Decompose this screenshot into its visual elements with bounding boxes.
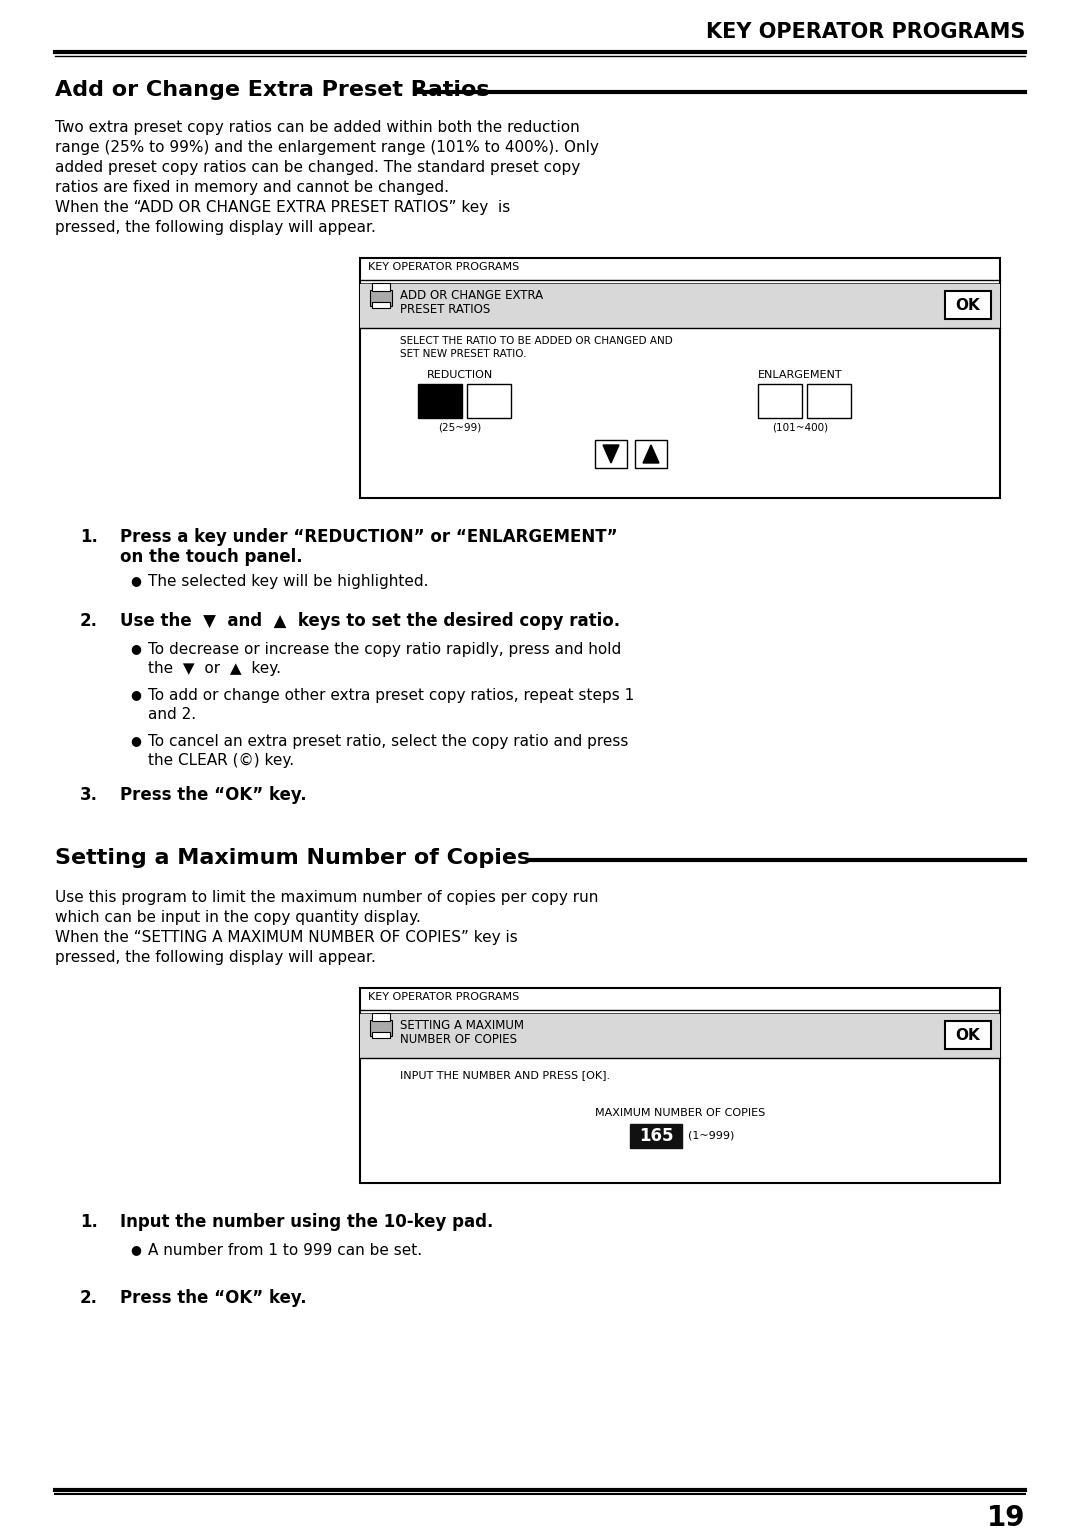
Text: ratios are fixed in memory and cannot be changed.: ratios are fixed in memory and cannot be…: [55, 180, 449, 196]
Text: (25~99): (25~99): [438, 422, 482, 432]
Text: ADD OR CHANGE EXTRA: ADD OR CHANGE EXTRA: [400, 289, 543, 303]
Text: To cancel an extra preset ratio, select the copy ratio and press: To cancel an extra preset ratio, select …: [148, 733, 629, 749]
Text: When the “SETTING A MAXIMUM NUMBER OF COPIES” key is: When the “SETTING A MAXIMUM NUMBER OF CO…: [55, 931, 517, 944]
Text: range (25% to 99%) and the enlargement range (101% to 400%). Only: range (25% to 99%) and the enlargement r…: [55, 141, 599, 154]
Text: 3.: 3.: [80, 785, 98, 804]
Text: INPUT THE NUMBER AND PRESS [OK].: INPUT THE NUMBER AND PRESS [OK].: [400, 1070, 610, 1080]
Bar: [372, 1013, 390, 1021]
Text: ENLARGEMENT: ENLARGEMENT: [758, 370, 842, 380]
Text: ●: ●: [130, 1242, 140, 1256]
Bar: [467, 384, 511, 419]
Text: (101~400): (101~400): [772, 422, 828, 432]
Text: SET NEW PRESET RATIO.: SET NEW PRESET RATIO.: [400, 348, 527, 359]
Bar: [595, 440, 627, 468]
Text: pressed, the following display will appear.: pressed, the following display will appe…: [55, 950, 376, 966]
Bar: [945, 1021, 991, 1050]
Text: Press the “OK” key.: Press the “OK” key.: [120, 785, 307, 804]
Text: which can be input in the copy quantity display.: which can be input in the copy quantity …: [55, 911, 421, 924]
Bar: [630, 1125, 681, 1148]
Text: 1.: 1.: [80, 1213, 98, 1232]
Text: ●: ●: [130, 733, 140, 747]
Text: pressed, the following display will appear.: pressed, the following display will appe…: [55, 220, 376, 235]
Text: 2.: 2.: [80, 1290, 98, 1306]
Text: NUMBER OF COPIES: NUMBER OF COPIES: [400, 1033, 517, 1047]
Text: Press a key under “REDUCTION” or “ENLARGEMENT”: Press a key under “REDUCTION” or “ENLARG…: [120, 529, 618, 545]
Bar: [370, 1021, 392, 1036]
Text: 2.: 2.: [80, 613, 98, 630]
Text: A number from 1 to 999 can be set.: A number from 1 to 999 can be set.: [148, 1242, 422, 1258]
Text: the  ▼  or  ▲  key.: the ▼ or ▲ key.: [148, 662, 281, 675]
Text: PRESET RATIOS: PRESET RATIOS: [400, 303, 490, 316]
Text: MAXIMUM NUMBER OF COPIES: MAXIMUM NUMBER OF COPIES: [595, 1108, 765, 1118]
Bar: [360, 1015, 1000, 1057]
Text: SETTING A MAXIMUM: SETTING A MAXIMUM: [400, 1019, 524, 1031]
Text: and 2.: and 2.: [148, 707, 197, 723]
Text: ●: ●: [130, 688, 140, 701]
Bar: [372, 283, 390, 290]
Text: Add or Change Extra Preset Ratios: Add or Change Extra Preset Ratios: [55, 79, 489, 99]
Text: SELECT THE RATIO TO BE ADDED OR CHANGED AND: SELECT THE RATIO TO BE ADDED OR CHANGED …: [400, 336, 673, 345]
Text: To add or change other extra preset copy ratios, repeat steps 1: To add or change other extra preset copy…: [148, 688, 634, 703]
Polygon shape: [603, 445, 619, 463]
Text: on the touch panel.: on the touch panel.: [120, 549, 302, 565]
Text: The selected key will be highlighted.: The selected key will be highlighted.: [148, 575, 429, 588]
Bar: [945, 290, 991, 319]
Text: Press the “OK” key.: Press the “OK” key.: [120, 1290, 307, 1306]
Text: KEY OPERATOR PROGRAMS: KEY OPERATOR PROGRAMS: [368, 261, 519, 272]
Text: the CLEAR (©) key.: the CLEAR (©) key.: [148, 753, 294, 769]
Text: added preset copy ratios can be changed. The standard preset copy: added preset copy ratios can be changed.…: [55, 160, 580, 176]
Text: 1.: 1.: [80, 529, 98, 545]
Bar: [758, 384, 802, 419]
Text: 165: 165: [638, 1128, 673, 1144]
Bar: [635, 440, 667, 468]
Bar: [372, 1031, 390, 1038]
Bar: [370, 290, 392, 306]
Text: Setting a Maximum Number of Copies: Setting a Maximum Number of Copies: [55, 848, 530, 868]
Bar: [360, 989, 1000, 1183]
Text: ●: ●: [130, 575, 140, 587]
Text: When the “ADD OR CHANGE EXTRA PRESET RATIOS” key  is: When the “ADD OR CHANGE EXTRA PRESET RAT…: [55, 200, 510, 215]
Text: ●: ●: [130, 642, 140, 656]
Bar: [418, 384, 462, 419]
Text: Use the  ▼  and  ▲  keys to set the desired copy ratio.: Use the ▼ and ▲ keys to set the desired …: [120, 613, 620, 630]
Text: KEY OPERATOR PROGRAMS: KEY OPERATOR PROGRAMS: [368, 992, 519, 1002]
Text: To decrease or increase the copy ratio rapidly, press and hold: To decrease or increase the copy ratio r…: [148, 642, 621, 657]
Text: Two extra preset copy ratios can be added within both the reduction: Two extra preset copy ratios can be adde…: [55, 121, 580, 134]
Bar: [807, 384, 851, 419]
Text: Use this program to limit the maximum number of copies per copy run: Use this program to limit the maximum nu…: [55, 889, 598, 905]
Bar: [360, 258, 1000, 498]
Text: (1~999): (1~999): [688, 1131, 734, 1141]
Text: OK: OK: [956, 298, 981, 313]
Text: Input the number using the 10-key pad.: Input the number using the 10-key pad.: [120, 1213, 494, 1232]
Polygon shape: [643, 445, 659, 463]
Bar: [360, 284, 1000, 329]
Text: KEY OPERATOR PROGRAMS: KEY OPERATOR PROGRAMS: [705, 21, 1025, 41]
Bar: [372, 303, 390, 309]
Text: OK: OK: [956, 1027, 981, 1042]
Text: REDUCTION: REDUCTION: [427, 370, 494, 380]
Text: 19: 19: [986, 1504, 1025, 1528]
